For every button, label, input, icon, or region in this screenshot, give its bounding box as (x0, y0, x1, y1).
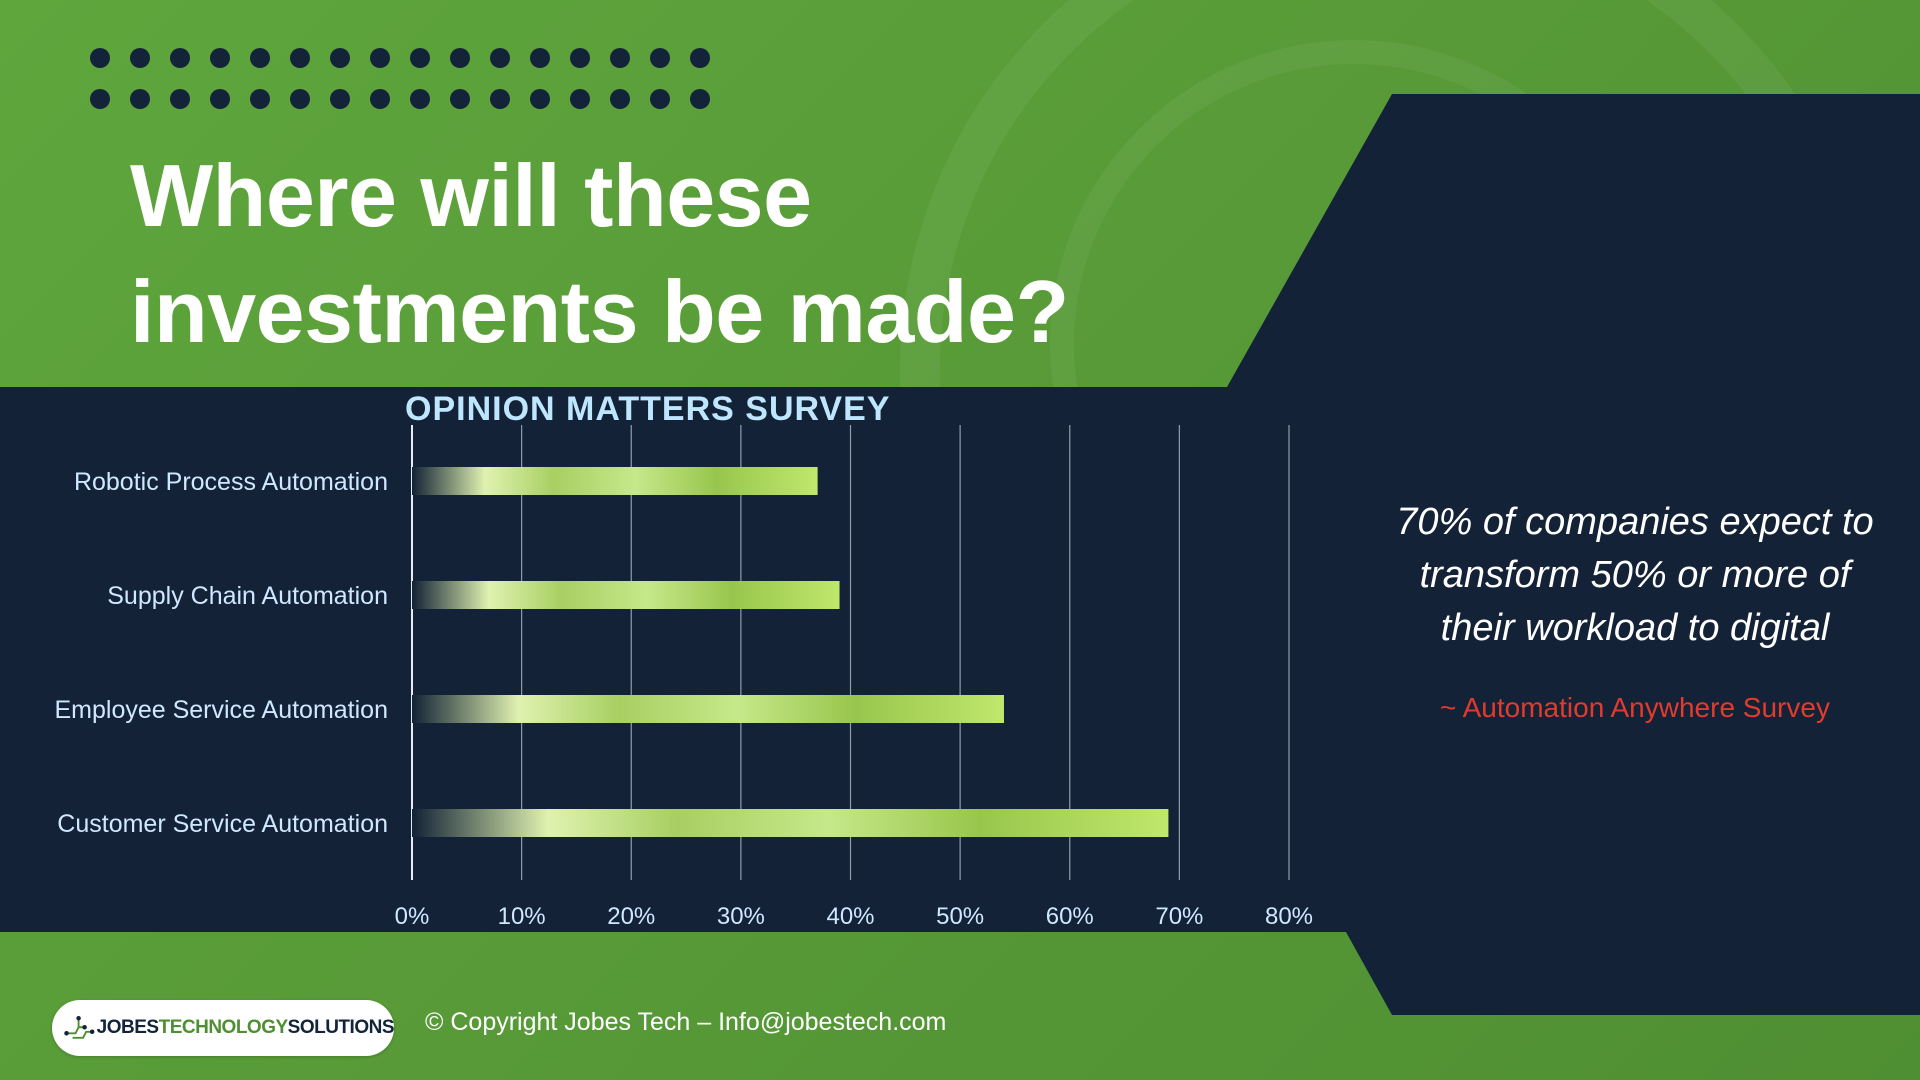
decorative-dot (290, 89, 310, 109)
decorative-dot (330, 48, 350, 68)
title-line-2: investments be made? (130, 262, 1069, 361)
decorative-dot (690, 48, 710, 68)
logo-text: JOBESTECHNOLOGYSOLUTIONS (96, 1017, 395, 1039)
decorative-dot (490, 48, 510, 68)
decorative-dot (450, 48, 470, 68)
quote-text: 70% of companies expect to transform 50%… (1370, 496, 1900, 655)
decorative-dot (490, 89, 510, 109)
decorative-dot (570, 89, 590, 109)
decorative-dot (370, 48, 390, 68)
bar (412, 695, 1004, 723)
x-tick-label: 20% (607, 903, 655, 930)
decorative-dot (290, 48, 310, 68)
decorative-dot (210, 89, 230, 109)
decorative-dot (570, 48, 590, 68)
logo-text-technology: TECHNOLOGY (158, 1017, 289, 1038)
category-label: Supply Chain Automation (107, 582, 388, 610)
quote-line-3: their workload to digital (1440, 607, 1830, 649)
decorative-dot (210, 48, 230, 68)
x-tick-label: 50% (936, 903, 984, 930)
x-tick-label: 10% (498, 903, 546, 930)
decorative-dot (330, 89, 350, 109)
x-tick-labels: 0% 10% 20% 30% 40% 50% 60% 70% 80% (395, 903, 1313, 930)
decorative-dot (170, 89, 190, 109)
decorative-dot (450, 89, 470, 109)
decorative-dot (690, 89, 710, 109)
quote-line-1: 70% of companies expect to (1396, 501, 1874, 543)
quote-line-2: transform 50% or more of (1419, 554, 1851, 596)
bar (412, 809, 1169, 837)
quote-source: ~ Automation Anywhere Survey (1440, 692, 1830, 723)
decorative-dot (650, 48, 670, 68)
category-label: Employee Service Automation (54, 696, 388, 724)
decorative-dot (130, 89, 150, 109)
x-tick-label: 0% (395, 903, 430, 930)
footer-copyright: © Copyright Jobes Tech – Info@jobestech.… (425, 1008, 947, 1036)
logo-text-jobes: JOBES (96, 1017, 159, 1038)
x-tick-label: 30% (717, 903, 765, 930)
category-label: Customer Service Automation (57, 810, 388, 838)
decorative-dot (410, 48, 430, 68)
title-line-1: Where will these (130, 146, 812, 245)
decorative-dot (610, 48, 630, 68)
decorative-dot (130, 48, 150, 68)
bar (412, 581, 840, 609)
decorative-dot (250, 48, 270, 68)
x-tick-label: 60% (1046, 903, 1094, 930)
category-label: Robotic Process Automation (74, 468, 388, 496)
bar (412, 467, 818, 495)
decorative-dot (90, 48, 110, 68)
logo-circuit-icon (64, 1015, 95, 1039)
decorative-dot (410, 89, 430, 109)
page-title: Where will these investments be made? (130, 138, 1069, 370)
decorative-dot (530, 89, 550, 109)
decorative-dot (610, 89, 630, 109)
x-tick-label: 70% (1155, 903, 1203, 930)
decorative-dot (170, 48, 190, 68)
chart-title: OPINION MATTERS SURVEY (405, 390, 891, 428)
decorative-dot (530, 48, 550, 68)
decorative-dot (370, 89, 390, 109)
logo-text-solutions: SOLUTIONS (287, 1017, 395, 1038)
x-tick-label: 40% (826, 903, 874, 930)
dot-pattern (90, 48, 710, 109)
x-tick-label: 80% (1265, 903, 1313, 930)
company-logo: JOBESTECHNOLOGYSOLUTIONS (52, 1000, 395, 1056)
bars (412, 467, 1169, 837)
decorative-dot (250, 89, 270, 109)
category-labels: Robotic Process Automation Supply Chain A… (54, 468, 388, 838)
decorative-dot (90, 89, 110, 109)
grid-lines (411, 425, 1290, 880)
decorative-dot (650, 89, 670, 109)
